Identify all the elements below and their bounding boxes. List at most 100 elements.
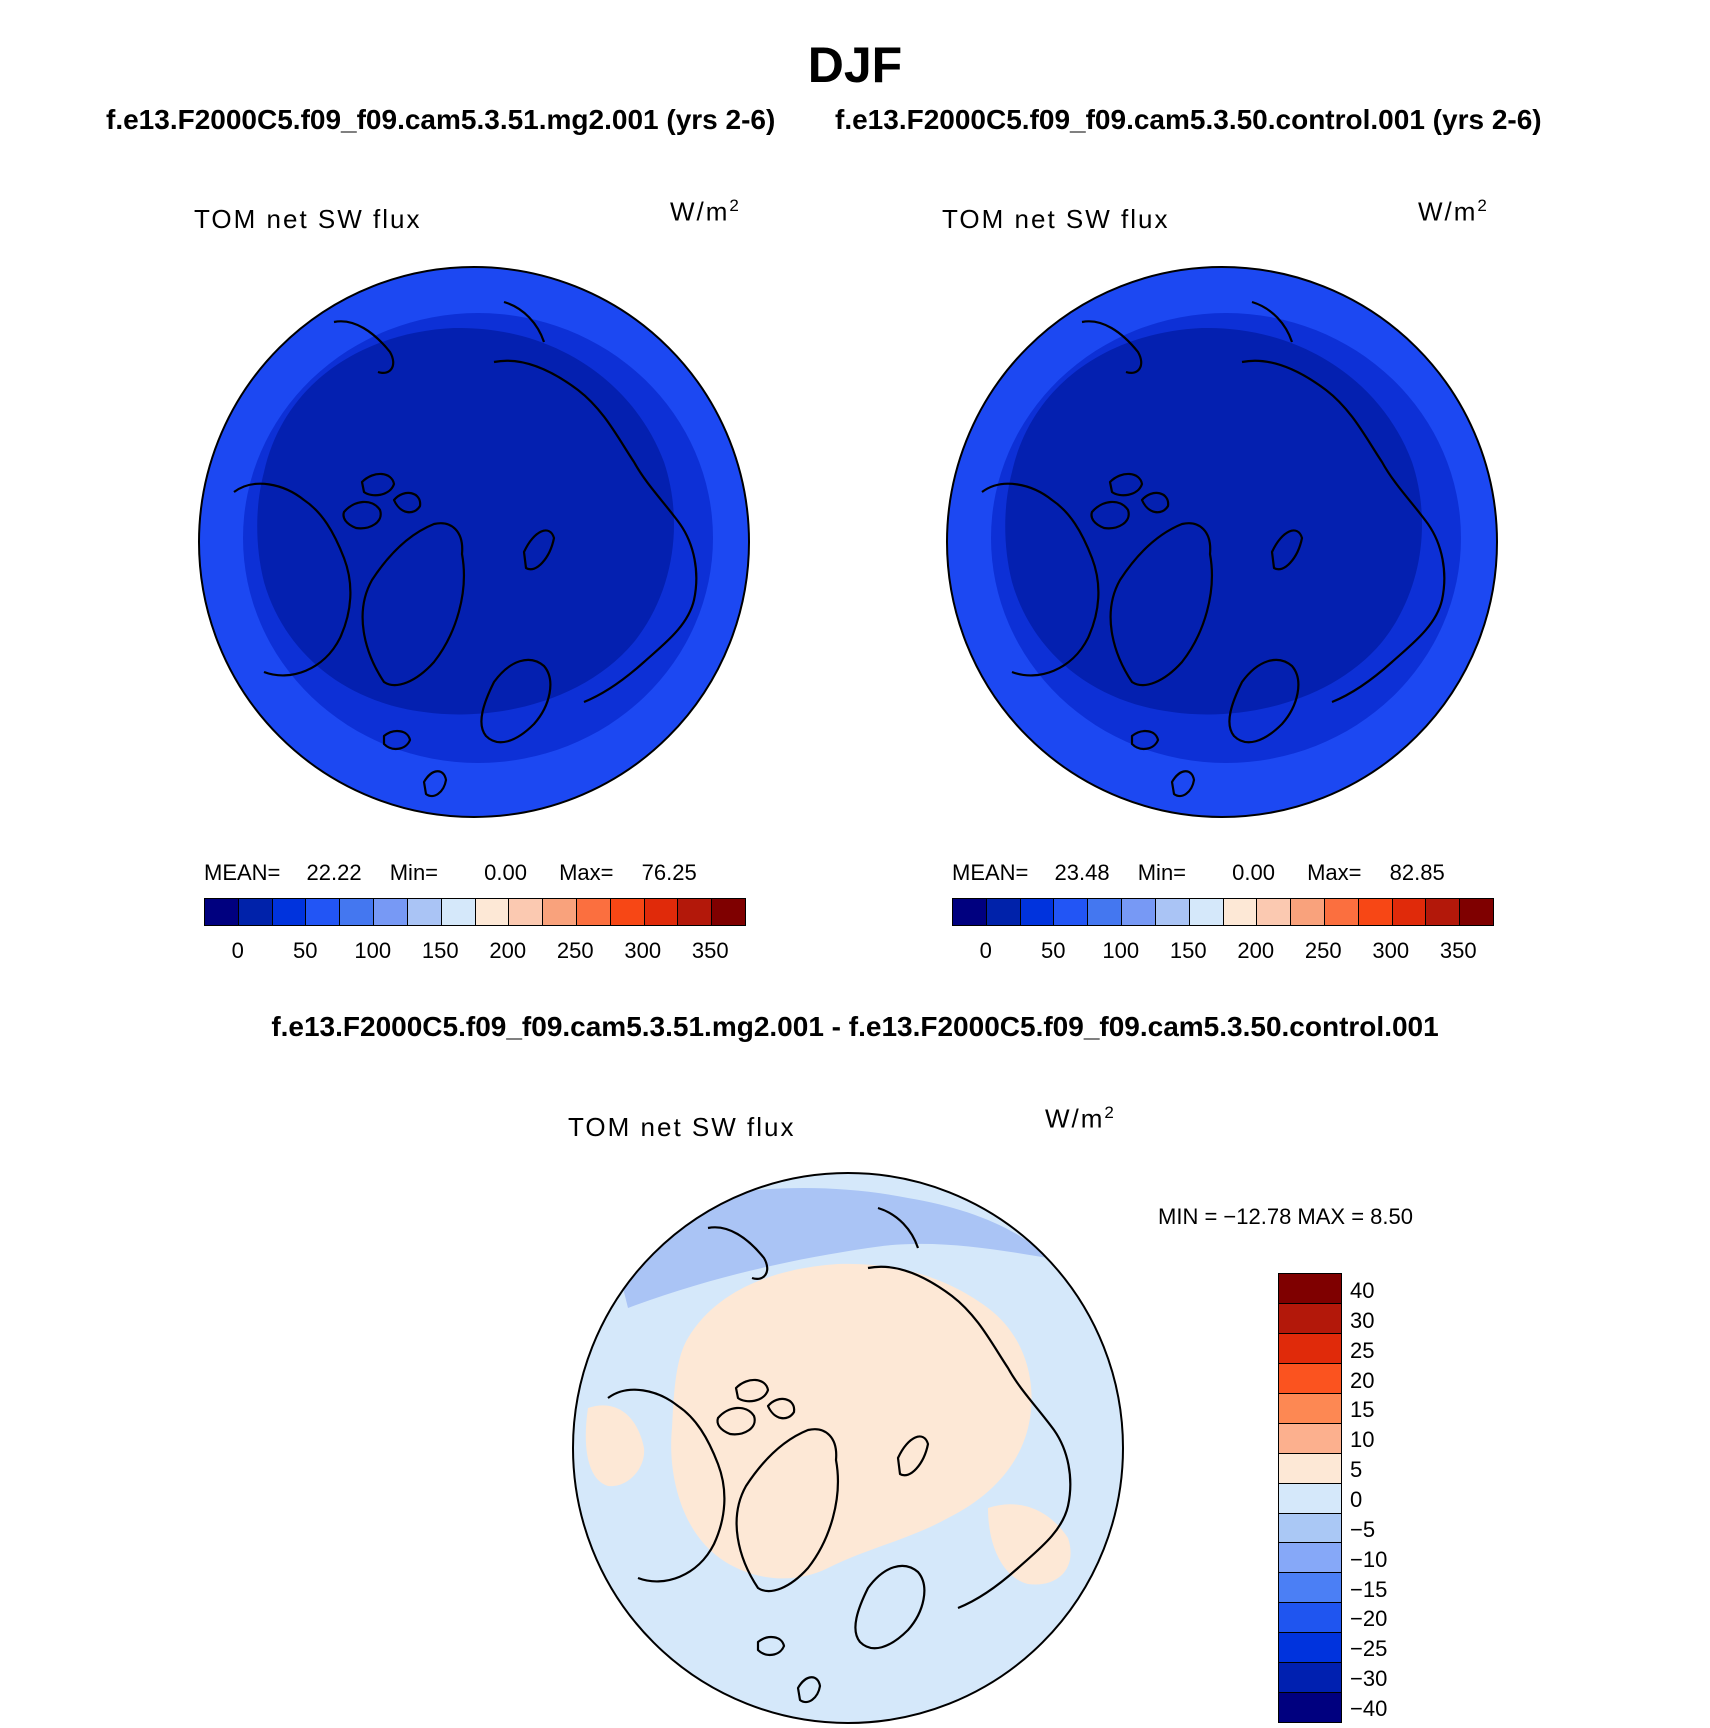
coastline xyxy=(607,1388,726,1583)
panel1-mean-label: MEAN= xyxy=(204,860,281,885)
panel2-colorbar-ticks: 0 50 100 150 200 250 300 350 xyxy=(952,938,1492,968)
coastline xyxy=(735,1428,839,1593)
colorbar-swatch-7 xyxy=(441,899,476,925)
colorbar-swatch-5 xyxy=(1122,899,1156,925)
colorbar-tick-label: −10 xyxy=(1350,1546,1388,1572)
colorbar-swatch-8 xyxy=(1223,899,1258,925)
colorbar-swatch-7 xyxy=(1279,1483,1341,1514)
colorbar-tick-label: 20 xyxy=(1350,1367,1375,1393)
colorbar-swatch-10 xyxy=(1279,1573,1341,1604)
coastline xyxy=(233,482,352,677)
coastline xyxy=(382,730,412,750)
panel2-max-value: 82.85 xyxy=(1389,860,1445,885)
coastline xyxy=(1170,770,1196,798)
colorbar-tick-label: 0 xyxy=(1350,1486,1363,1512)
difference-title: f.e13.F2000C5.f09_f09.cam5.3.51.mg2.001 … xyxy=(271,1011,1439,1042)
coastline xyxy=(1090,500,1130,530)
coastline xyxy=(756,1636,786,1656)
colorbar-tick-label: 30 xyxy=(1350,1307,1375,1333)
colorbar-swatch-2 xyxy=(1020,899,1055,925)
colorbar-tick-label: 100 xyxy=(1102,938,1140,963)
coastline xyxy=(1108,472,1144,497)
colorbar-swatch-7 xyxy=(1189,899,1224,925)
colorbar-swatch-14 xyxy=(678,899,713,925)
colorbar-tick-label: 200 xyxy=(1237,938,1275,963)
colorbar-swatch-0 xyxy=(205,899,239,925)
coastline xyxy=(1130,730,1160,750)
colorbar-tick-label: 250 xyxy=(1304,938,1342,963)
colorbar-tick-label: 350 xyxy=(1439,938,1477,963)
coastline xyxy=(342,500,382,530)
map-boundary xyxy=(946,266,1498,818)
colorbar-swatch-6 xyxy=(407,899,442,925)
coastline xyxy=(707,1226,769,1280)
coastline xyxy=(493,359,698,704)
colorbar-tick-label: 15 xyxy=(1350,1397,1375,1423)
coastline xyxy=(1270,529,1304,571)
colorbar-swatch-12 xyxy=(1279,1633,1341,1664)
colorbar-swatch-15 xyxy=(1460,899,1493,925)
coastline xyxy=(867,1265,1072,1610)
colorbar-tick-label: −5 xyxy=(1350,1516,1376,1542)
field-inner xyxy=(257,327,674,715)
panel2-min-label: Min= xyxy=(1137,860,1187,885)
diff-minmax: MIN = −12.78 MAX = 8.50 xyxy=(1158,1204,1413,1229)
colorbar-tick-label: 300 xyxy=(624,938,662,963)
panel2-variable-title: TOM net SW flux xyxy=(942,204,1170,234)
colorbar-tick-label: 150 xyxy=(1169,938,1207,963)
colorbar-swatch-0 xyxy=(1279,1274,1341,1304)
panel1-min-value: 0.00 xyxy=(484,860,527,885)
colorbar-swatch-4 xyxy=(1088,899,1123,925)
colorbar-tick-label: −40 xyxy=(1350,1696,1388,1722)
diff-colorbar-ticks: 40 30 25 20 15 10 5 0 −5 −10 −15 −20 −25 −30 −40 xyxy=(1350,1273,1430,1721)
diff-polar-map xyxy=(572,1172,1124,1724)
colorbar-swatch-9 xyxy=(1279,1543,1341,1574)
colorbar-swatch-15 xyxy=(712,899,745,925)
panel2-stats: MEAN= 23.48 Min= 0.00 Max= 82.85 xyxy=(952,860,1492,886)
colorbar-swatch-5 xyxy=(374,899,408,925)
diff-units: W/m2 xyxy=(1045,1103,1116,1134)
season-title: DJF xyxy=(807,37,903,93)
coastline xyxy=(877,1206,920,1249)
colorbar-tick-label: −25 xyxy=(1350,1636,1388,1662)
colorbar-swatch-8 xyxy=(1279,1513,1341,1544)
colorbar-tick-label: −15 xyxy=(1350,1576,1388,1602)
field-negative-strong xyxy=(608,1188,1048,1308)
colorbar-swatch-10 xyxy=(1291,899,1325,925)
panel2-mean-value: 23.48 xyxy=(1054,860,1110,885)
coastline xyxy=(896,1435,930,1477)
panel2-units: W/m2 xyxy=(1418,196,1489,227)
case2-title: f.e13.F2000C5.f09_f09.cam5.3.50.control.… xyxy=(835,104,1542,135)
panel2-mean-label: MEAN= xyxy=(952,860,1029,885)
coastline xyxy=(1241,359,1446,704)
colorbar-swatch-11 xyxy=(1279,1603,1341,1634)
coastline xyxy=(503,300,546,343)
colorbar-tick-label: 5 xyxy=(1350,1457,1363,1483)
colorbar-swatch-12 xyxy=(610,899,645,925)
coastline xyxy=(981,482,1100,677)
panel1-stats: MEAN= 22.22 Min= 0.00 Max= 76.25 xyxy=(204,860,744,886)
coastline xyxy=(392,491,422,514)
coastline xyxy=(1140,491,1170,514)
colorbar-swatch-13 xyxy=(1392,899,1427,925)
map-boundary xyxy=(572,1172,1124,1724)
colorbar-swatch-3 xyxy=(1054,899,1089,925)
colorbar-swatch-13 xyxy=(644,899,679,925)
colorbar-tick-label: 50 xyxy=(293,938,318,963)
field-positive-patch xyxy=(585,1405,645,1487)
colorbar-tick-label: −20 xyxy=(1350,1606,1388,1632)
colorbar-tick-label: 50 xyxy=(1041,938,1066,963)
colorbar-swatch-2 xyxy=(272,899,307,925)
colorbar-swatch-11 xyxy=(576,899,611,925)
colorbar-swatch-10 xyxy=(543,899,577,925)
colorbar-swatch-4 xyxy=(1279,1393,1341,1424)
panel1-units: W/m2 xyxy=(670,196,741,227)
colorbar-swatch-1 xyxy=(1279,1303,1341,1334)
coastline xyxy=(360,472,396,497)
panel2-colorbar xyxy=(952,898,1494,926)
panel1-variable-title: TOM net SW flux xyxy=(194,204,422,234)
coastline xyxy=(1251,300,1294,343)
panel1-min-label: Min= xyxy=(389,860,439,885)
case1-title: f.e13.F2000C5.f09_f09.cam5.3.51.mg2.001 … xyxy=(106,104,776,135)
colorbar-swatch-5 xyxy=(1279,1423,1341,1454)
